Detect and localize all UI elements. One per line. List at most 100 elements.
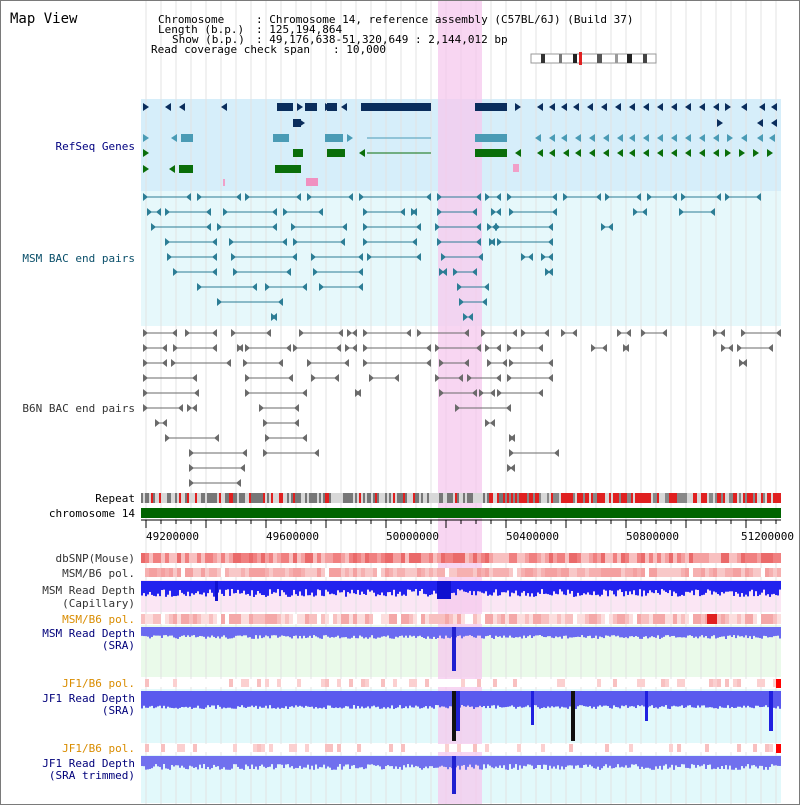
pol-cell bbox=[665, 614, 669, 624]
depth-bar bbox=[409, 691, 411, 706]
depth-bar bbox=[687, 756, 689, 768]
pol-cell bbox=[629, 744, 633, 752]
track-label-jf1-b6-pol-2[interactable]: JF1/B6 pol. bbox=[62, 742, 135, 755]
depth-bar bbox=[501, 691, 503, 708]
depth-bar bbox=[141, 756, 143, 767]
depth-bar bbox=[489, 627, 491, 636]
pol-cell bbox=[269, 568, 273, 577]
b6n-bac-pair-end bbox=[294, 419, 299, 427]
depth-bar bbox=[777, 581, 779, 596]
track-label-refseq[interactable]: RefSeq Genes bbox=[55, 140, 135, 153]
depth-bar bbox=[361, 627, 363, 637]
axis-tick-label: 50800000 bbox=[626, 530, 679, 543]
pol-cell bbox=[205, 568, 209, 577]
b6n-bac-pair-end bbox=[406, 329, 411, 337]
depth-bar bbox=[447, 627, 449, 638]
gene-exon bbox=[361, 103, 431, 111]
selection-highlight[interactable] bbox=[438, 1, 482, 805]
repeat-segment bbox=[377, 493, 379, 503]
b6n-bac-pair-end bbox=[507, 344, 512, 352]
depth-bar bbox=[581, 627, 583, 636]
track-label-jf1-b6-pol-1[interactable]: JF1/B6 pol. bbox=[62, 677, 135, 690]
depth-bar bbox=[303, 691, 305, 708]
repeat-segment bbox=[339, 493, 341, 503]
track-label-repeat[interactable]: Repeat bbox=[95, 492, 135, 505]
track-label-msm-b6-pol-1[interactable]: MSM/B6 pol. bbox=[62, 567, 135, 580]
pol-cell bbox=[697, 614, 701, 624]
repeat-segment bbox=[393, 493, 395, 503]
depth-bar bbox=[317, 691, 319, 709]
gene-arrow bbox=[757, 119, 763, 127]
track-label-b6n-bac[interactable]: B6N BAC end pairs bbox=[22, 402, 135, 415]
pol-cell bbox=[457, 568, 461, 577]
depth-bar bbox=[645, 627, 647, 637]
depth-bar bbox=[363, 756, 365, 770]
depth-bar bbox=[727, 581, 729, 592]
depth-bar bbox=[725, 691, 727, 708]
pol-cell bbox=[625, 744, 629, 752]
depth-bar bbox=[241, 756, 243, 769]
depth-bar bbox=[741, 691, 743, 708]
pol-cell bbox=[445, 679, 449, 687]
depth-bar bbox=[329, 756, 331, 768]
msm-bac-pair-end bbox=[272, 223, 277, 231]
depth-bar bbox=[443, 627, 445, 639]
depth-bar bbox=[465, 627, 467, 636]
pol-cell bbox=[481, 614, 485, 624]
pol-cell bbox=[753, 568, 757, 577]
depth-bar bbox=[569, 627, 571, 638]
pol-cell bbox=[757, 568, 761, 577]
msm-bac-pair-end bbox=[601, 223, 606, 231]
depth-bar bbox=[397, 581, 399, 594]
depth-bar bbox=[141, 627, 143, 636]
depth-bar bbox=[231, 627, 233, 639]
depth-bar bbox=[471, 581, 473, 596]
track-label-dbsnp[interactable]: dbSNP(Mouse) bbox=[55, 552, 135, 565]
track-label-msm-depth-sra-1[interactable]: MSM Read Depth bbox=[42, 627, 135, 640]
depth-bar bbox=[585, 581, 587, 595]
depth-bar bbox=[663, 691, 665, 707]
depth-bar bbox=[543, 581, 545, 594]
depth-bar bbox=[253, 756, 255, 770]
pol-cell bbox=[169, 744, 173, 752]
depth-bar bbox=[159, 756, 161, 767]
repeat-segment bbox=[753, 493, 755, 503]
pol-cell bbox=[405, 744, 409, 752]
track-label-msm-bac[interactable]: MSM BAC end pairs bbox=[22, 252, 135, 265]
depth-bar bbox=[333, 627, 335, 638]
pol-cell bbox=[577, 744, 581, 752]
repeat-segment bbox=[165, 493, 167, 503]
depth-bar bbox=[171, 691, 173, 708]
chromosome-ideogram[interactable] bbox=[530, 52, 657, 65]
depth-bar bbox=[689, 691, 691, 706]
chromosome-label: Chromosome bbox=[158, 13, 225, 26]
depth-bar bbox=[247, 627, 249, 638]
depth-bar bbox=[671, 581, 673, 596]
repeat-segment bbox=[551, 493, 553, 503]
track-label-jf1-depth-sra-1[interactable]: JF1 Read Depth bbox=[42, 692, 135, 705]
depth-bar bbox=[547, 581, 549, 595]
track-label-msm-b6-pol-2[interactable]: MSM/B6 pol. bbox=[62, 613, 135, 626]
depth-bar bbox=[203, 691, 205, 709]
gene-exon bbox=[179, 165, 193, 173]
pol-cell bbox=[305, 679, 309, 687]
track-label-jf1-depth-trim-1[interactable]: JF1 Read Depth bbox=[42, 757, 135, 770]
repeat-segment bbox=[543, 493, 545, 503]
pol-cell bbox=[401, 568, 405, 577]
pol-cell bbox=[429, 744, 433, 752]
repeat-segment bbox=[533, 493, 535, 503]
repeat-segment bbox=[763, 493, 765, 503]
depth-bar bbox=[643, 581, 645, 591]
track-label-msm-depth-cap-1[interactable]: MSM Read Depth bbox=[42, 584, 135, 597]
repeat-segment bbox=[501, 493, 503, 503]
depth-bar bbox=[399, 627, 401, 637]
depth-bar bbox=[515, 581, 517, 591]
pol-cell bbox=[373, 679, 377, 687]
depth-bar bbox=[457, 627, 459, 636]
b6n-bac-pair-end bbox=[189, 479, 194, 487]
repeat-segment bbox=[269, 493, 271, 503]
depth-bar bbox=[701, 756, 703, 766]
pol-cell bbox=[177, 679, 181, 687]
pol-cell bbox=[157, 744, 161, 752]
